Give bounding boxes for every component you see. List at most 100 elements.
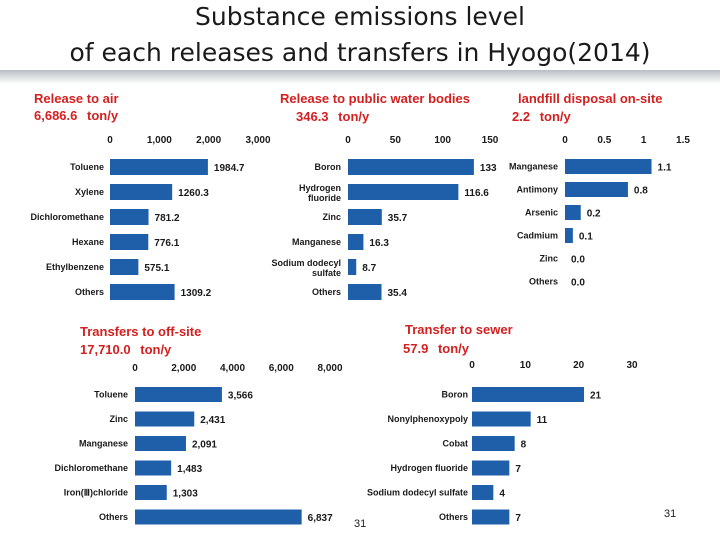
water-chart-total: 346.3 ton/y <box>296 109 369 124</box>
offsite-bar <box>135 460 172 476</box>
landfill-total-value: 2.2 <box>512 109 531 124</box>
air-data-label: 781.2 <box>155 213 180 224</box>
water-tick-label: 50 <box>390 135 402 146</box>
sewer-category-label: Sodium dodecyl sulfate <box>367 488 468 498</box>
landfill-tick-label: 1 <box>641 135 647 146</box>
slide-title-line1: Substance emissions level <box>195 2 525 31</box>
offsite-tick-label: 8,000 <box>317 363 342 374</box>
offsite-chart-title: Transfers to off-site <box>80 324 202 339</box>
water-category-label: Others <box>312 287 341 297</box>
sewer-category-label: Nonylphenoxypoly <box>387 414 468 424</box>
water-tick-label: 0 <box>345 135 351 146</box>
water-bar <box>348 234 364 250</box>
air-bar <box>110 234 149 250</box>
slide-title-line2: of each releases and transfers in Hyogo(… <box>69 38 651 67</box>
sewer-bar <box>472 460 510 476</box>
offsite-chart-total: 17,710.0 ton/y <box>80 342 171 357</box>
water-bar <box>348 284 382 300</box>
sewer-bar <box>472 509 510 525</box>
water-tick-label: 150 <box>482 135 499 146</box>
air-category-label: Ethylbenzene <box>46 262 104 272</box>
sewer-bar <box>472 411 531 427</box>
air-category-label: Hexane <box>72 237 104 247</box>
landfill-tick-label: 0.5 <box>597 135 611 146</box>
sewer-data-label: 7 <box>515 513 521 524</box>
sewer-data-label: 11 <box>537 415 548 426</box>
offsite-bar <box>135 387 222 402</box>
air-data-label: 1260.3 <box>178 188 209 199</box>
air-category-label: Others <box>75 287 104 297</box>
offsite-bar <box>135 411 195 427</box>
offsite-category-label: Dichloromethane <box>54 463 128 473</box>
air-bar <box>110 159 208 175</box>
landfill-category-label: Manganese <box>509 162 558 172</box>
landfill-category-label: Zinc <box>539 254 558 264</box>
offsite-category-label: Manganese <box>79 439 128 449</box>
offsite-bar <box>135 485 167 500</box>
water-data-label: 35.4 <box>388 288 408 299</box>
air-bar <box>110 284 175 300</box>
landfill-category-label: Others <box>529 277 558 287</box>
landfill-chart-title: landfill disposal on-site <box>518 91 663 106</box>
title-divider-shade <box>0 70 720 84</box>
sewer-category-label: Hydrogen fluoride <box>390 463 468 473</box>
water-total-value: 346.3 <box>296 109 329 124</box>
landfill-bar <box>565 205 581 220</box>
air-category-label: Xylene <box>75 187 104 197</box>
water-bar <box>348 184 459 200</box>
landfill-bar <box>565 228 573 243</box>
air-category-label: Dichloromethane <box>30 212 104 222</box>
offsite-tick-label: 6,000 <box>269 363 294 374</box>
air-data-label: 776.1 <box>154 238 179 249</box>
air-tick-label: 3,000 <box>245 135 270 146</box>
page-number-center: 31 <box>354 518 367 530</box>
sewer-chart-title: Transfer to sewer <box>405 322 513 337</box>
water-data-label: 133 <box>480 163 497 174</box>
water-data-label: 116.6 <box>464 188 489 199</box>
air-data-label: 1984.7 <box>214 163 245 174</box>
offsite-tick-label: 0 <box>132 363 138 374</box>
landfill-data-label: 0.1 <box>579 232 593 243</box>
sewer-category-label: Cobat <box>443 439 469 449</box>
offsite-data-label: 1,303 <box>173 489 198 500</box>
offsite-bar <box>135 509 302 525</box>
sewer-bar <box>472 485 494 500</box>
sewer-tick-label: 20 <box>573 360 585 371</box>
air-chart-title: Release to air <box>34 91 119 106</box>
offsite-tick-label: 4,000 <box>220 363 245 374</box>
landfill-data-label: 0.0 <box>571 278 585 289</box>
offsite-category-label: Zinc <box>109 414 128 424</box>
landfill-data-label: 0.2 <box>587 209 601 220</box>
air-total-value: 6,686.6 <box>34 108 78 123</box>
air-bar <box>110 209 149 225</box>
landfill-tick-label: 0 <box>562 135 568 146</box>
sewer-total-unit: ton/y <box>437 341 469 356</box>
air-tick-label: 0 <box>107 135 113 146</box>
water-data-label: 35.7 <box>388 213 408 224</box>
air-category-label: Toluene <box>70 162 104 172</box>
water-category-label: Zinc <box>322 212 341 222</box>
landfill-data-label: 1.1 <box>658 163 672 174</box>
offsite-total-unit: ton/y <box>140 342 172 357</box>
offsite-data-label: 2,091 <box>192 440 217 451</box>
water-category-label: Manganese <box>292 237 341 247</box>
sewer-data-label: 4 <box>499 489 505 500</box>
offsite-data-label: 3,566 <box>228 391 253 402</box>
water-chart-title: Release to public water bodies <box>280 91 470 106</box>
sewer-category-label: Others <box>439 512 468 522</box>
sewer-tick-label: 0 <box>469 360 475 371</box>
water-bar <box>348 209 382 225</box>
sewer-bar <box>472 387 584 402</box>
landfill-bar <box>565 182 628 197</box>
air-tick-label: 2,000 <box>196 135 221 146</box>
page-number-right: 31 <box>664 508 677 520</box>
air-chart-total: 6,686.6 ton/y <box>34 108 118 123</box>
water-bar <box>348 259 357 275</box>
offsite-data-label: 2,431 <box>200 415 225 426</box>
water-data-label: 16.3 <box>369 238 389 249</box>
sewer-tick-label: 10 <box>520 360 532 371</box>
sewer-bar <box>472 436 515 451</box>
sewer-data-label: 7 <box>515 464 521 475</box>
sewer-chart-total: 57.9 ton/y <box>403 341 469 356</box>
